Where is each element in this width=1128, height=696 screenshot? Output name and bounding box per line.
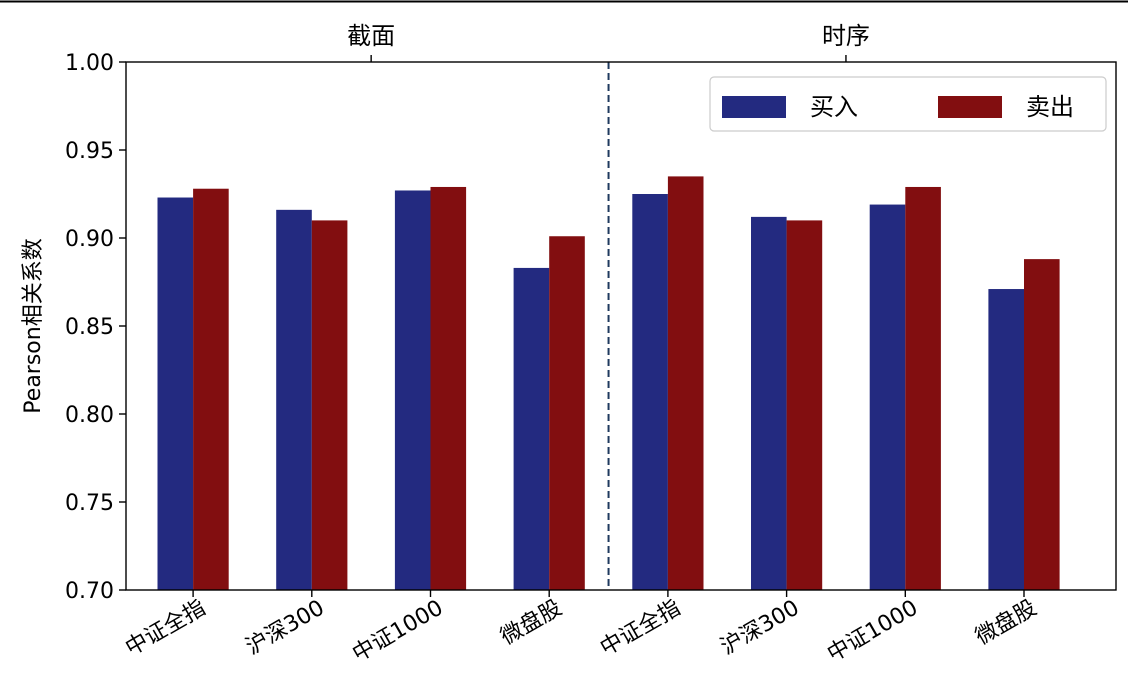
y-tick-label: 0.85 [65, 315, 114, 340]
y-tick-label: 0.75 [65, 491, 114, 516]
x-tick-label: 微盘股 [971, 596, 1041, 651]
legend: 买入 卖出 [709, 76, 1107, 132]
panel-titles: 截面 时序 [347, 22, 870, 62]
y-tick-label: 0.95 [65, 139, 114, 164]
y-axis-label: Pearson相关系数 [21, 238, 46, 413]
legend-label-sell: 卖出 [1026, 93, 1074, 121]
bar-sell [193, 188, 229, 590]
y-tick-label: 0.70 [65, 579, 114, 604]
bar-buy [988, 289, 1024, 590]
bar-sell [786, 220, 823, 590]
x-axis: 中证全指 沪深300 中证1000 微盘股 中证全指 沪深300 中证1000 微盘股 [121, 590, 1041, 667]
bar-sell [549, 236, 585, 591]
bar-sell [905, 186, 941, 590]
y-tick-label: 1.00 [65, 51, 114, 76]
bars-layer [157, 176, 1060, 591]
x-tick-label: 中证1000 [823, 596, 922, 668]
plot-frame [125, 61, 1117, 591]
bar-buy [869, 204, 906, 590]
x-tick-label: 微盘股 [497, 596, 567, 651]
bar-buy [157, 197, 194, 590]
bar-sell [430, 186, 467, 590]
x-tick-label: 沪深300 [242, 596, 329, 661]
x-tick-label: 沪深300 [717, 596, 804, 661]
y-axis: 0.70 0.75 0.80 0.85 0.90 0.95 1.00 [65, 51, 126, 604]
x-tick-label: 中证全指 [596, 596, 685, 662]
x-tick-label: 中证全指 [121, 596, 210, 662]
bar-buy [751, 216, 787, 590]
y-tick-label: 0.90 [65, 227, 114, 252]
bar-sell [311, 220, 348, 590]
legend-swatch-sell [938, 96, 1002, 118]
legend-label-buy: 买入 [810, 93, 858, 121]
bar-sell [667, 176, 704, 590]
legend-swatch-buy [722, 96, 786, 118]
bar-buy [513, 267, 550, 590]
x-tick-label: 中证1000 [348, 596, 447, 668]
panel-title: 时序 [822, 22, 870, 50]
panel-title: 截面 [347, 22, 395, 50]
bar-sell [1024, 259, 1060, 590]
y-tick-label: 0.80 [65, 403, 114, 428]
bar-buy [276, 209, 312, 590]
bar-buy [632, 194, 668, 590]
bar-buy [394, 190, 431, 591]
legend-box [709, 76, 1107, 132]
